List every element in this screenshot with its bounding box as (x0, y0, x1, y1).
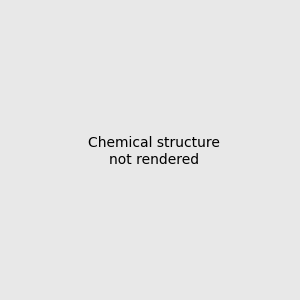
Text: Chemical structure
not rendered: Chemical structure not rendered (88, 136, 220, 166)
